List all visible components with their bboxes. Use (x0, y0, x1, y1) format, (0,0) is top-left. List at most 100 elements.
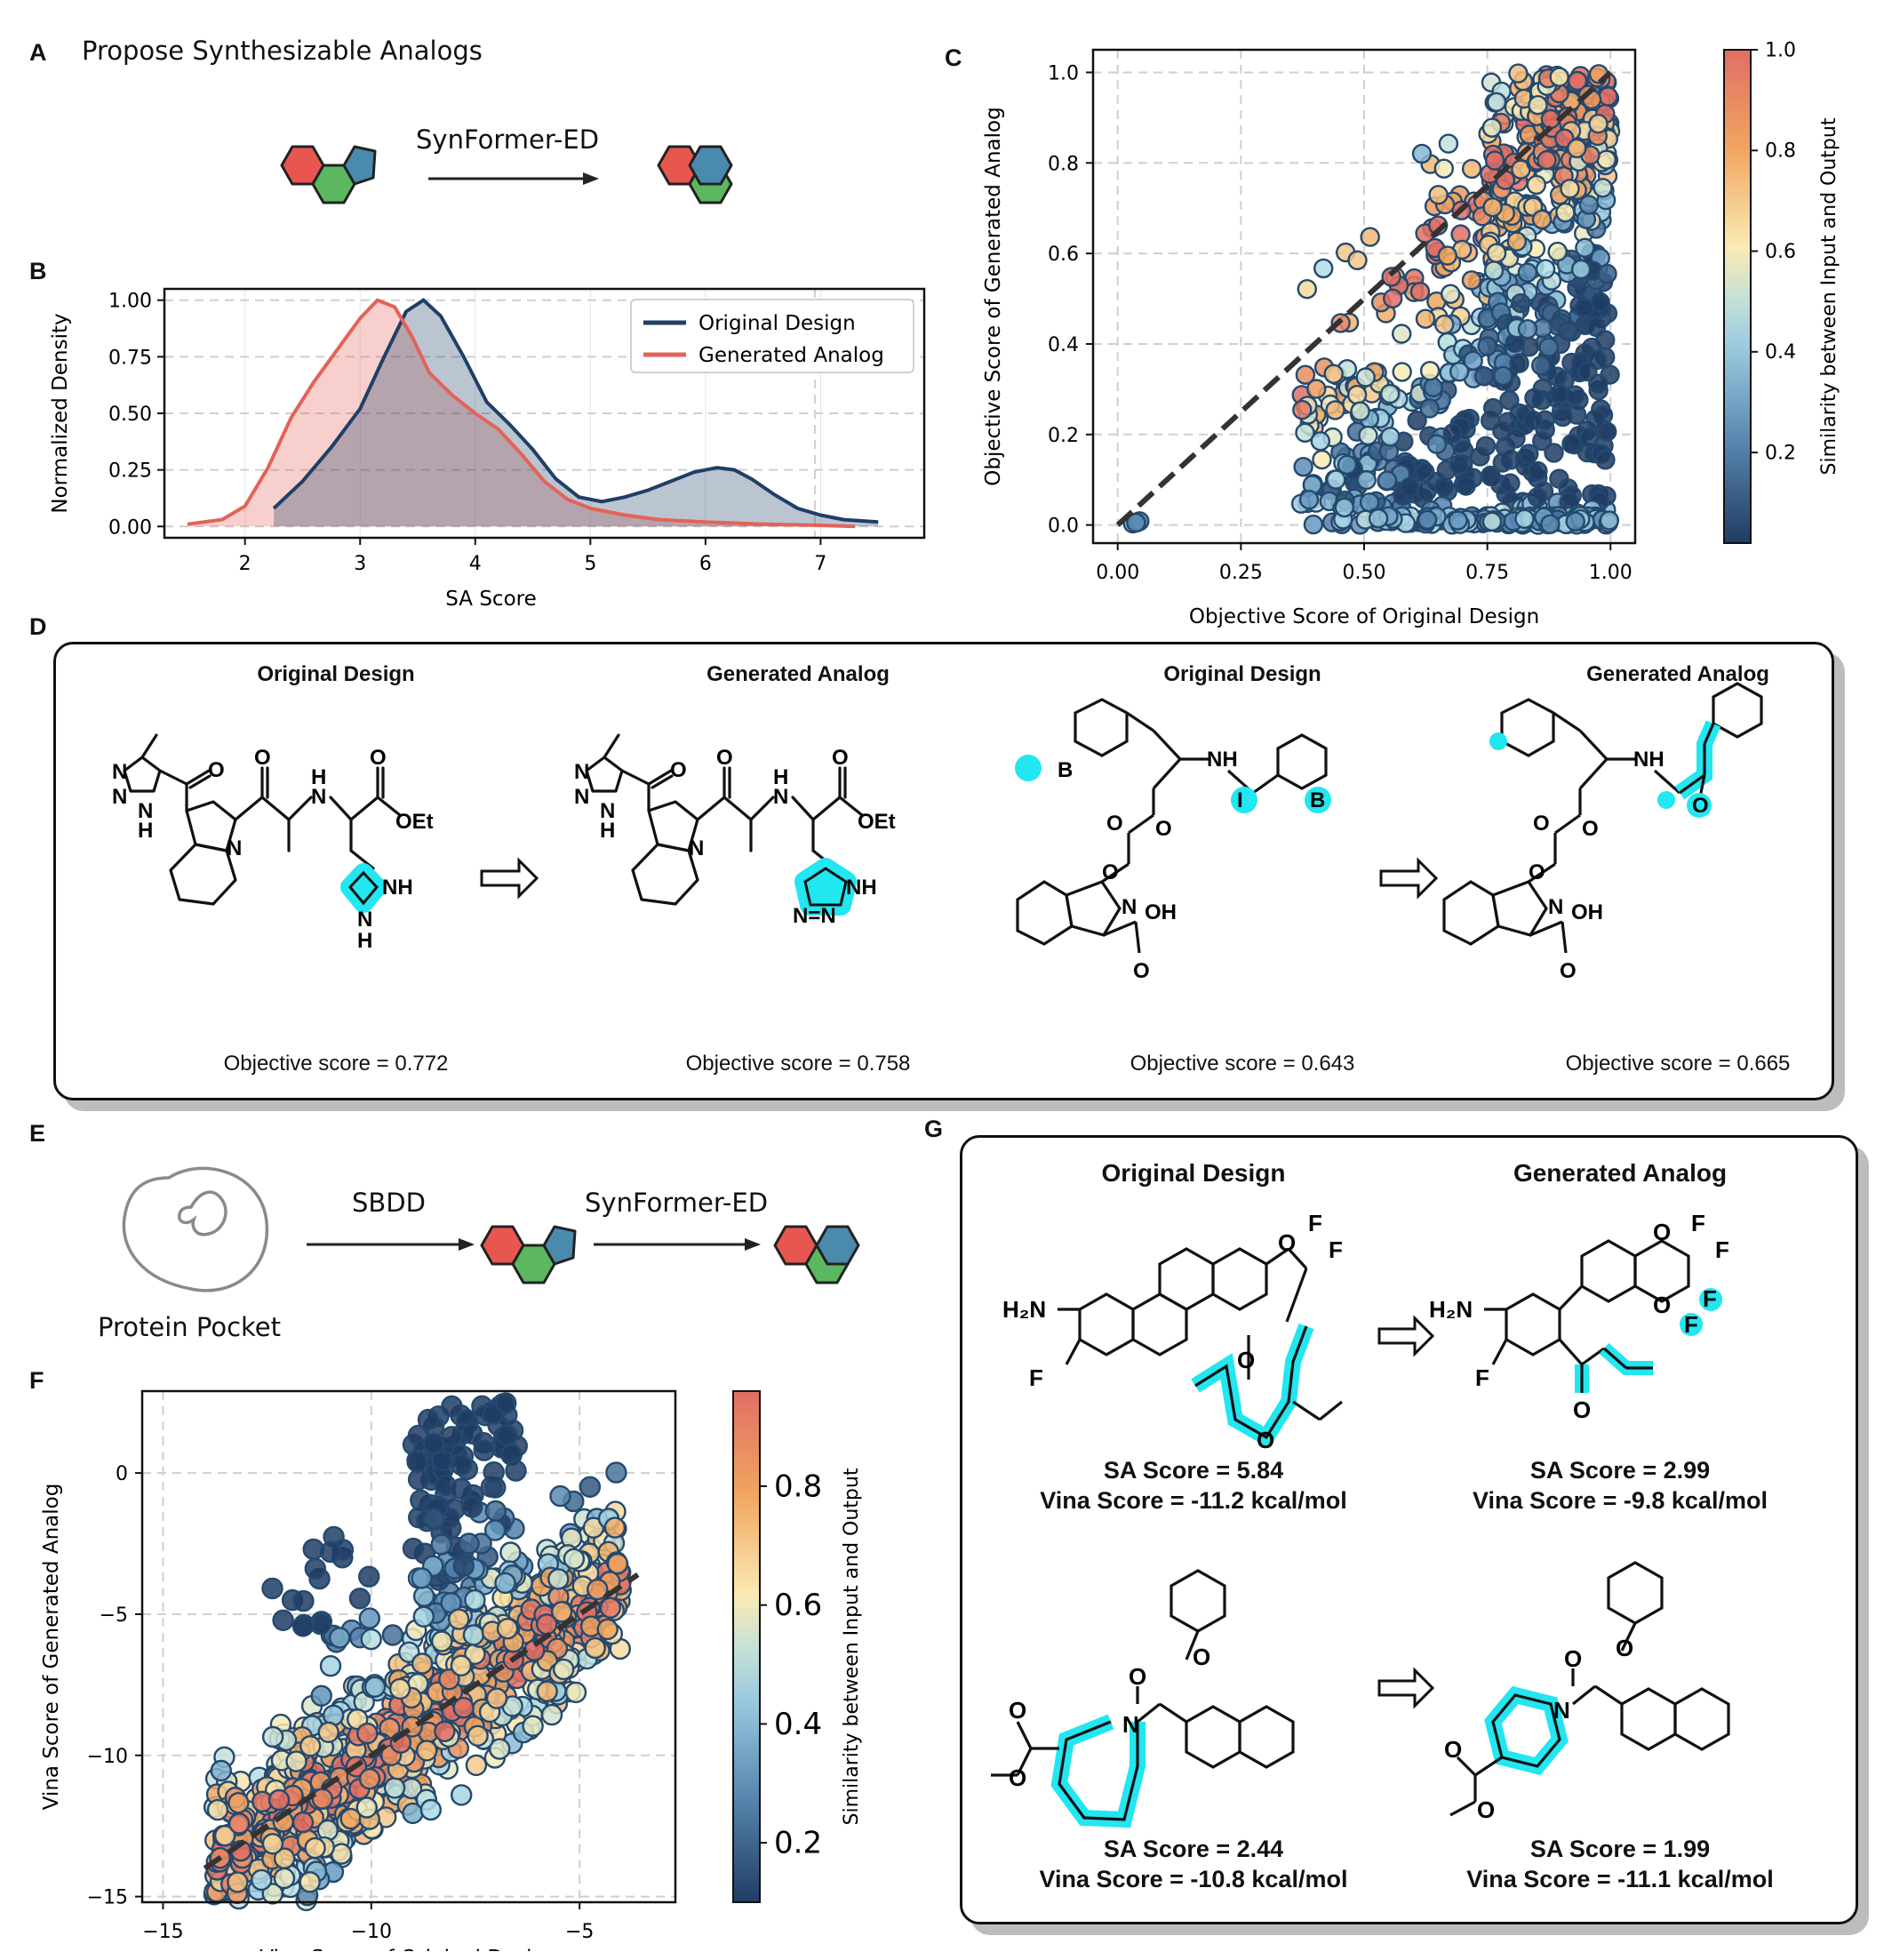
panel-a-letter: A (29, 39, 47, 66)
scatter-point (1407, 410, 1427, 431)
svg-text:F: F (1684, 1311, 1698, 1338)
panel-b-letter: B (29, 258, 47, 284)
svg-text:O: O (1129, 1663, 1146, 1690)
x-axis-label: SA Score (445, 588, 537, 611)
scatter-point (461, 1422, 483, 1445)
scatter-point (210, 1759, 233, 1782)
tricyclic-output-icon (657, 145, 733, 204)
scatter-point (1368, 508, 1389, 529)
svg-text:O: O (1193, 1644, 1210, 1670)
scatter-point (458, 1532, 480, 1555)
scatter-point (1578, 195, 1600, 215)
d-score-3: Objective score = 0.643 (1130, 1052, 1355, 1076)
y-tick-label: 0.75 (108, 347, 152, 369)
scatter-point (1561, 434, 1582, 454)
scatter-point (1547, 241, 1568, 262)
d-score-1: Objective score = 0.772 (223, 1052, 449, 1076)
y-tick-label: 1.0 (1048, 62, 1079, 84)
y-tick-label: −5 (100, 1604, 128, 1627)
scatter-point (1415, 308, 1436, 329)
svg-text:N: N (112, 760, 127, 784)
scatter-point (1323, 364, 1344, 384)
reference-line (203, 1572, 640, 1871)
d-molecule-4-labels: NH O O O O N OH O (1529, 748, 1709, 983)
scatter-point (484, 1500, 507, 1523)
density-line-0 (272, 298, 879, 524)
y-axis-label: Normalized Density (49, 313, 72, 513)
scatter-point (1350, 401, 1370, 421)
colorbar-tick-label: 0.2 (1765, 442, 1796, 464)
density-chart: 2 3 4 5 6 7 0.00 0.25 0.50 0.75 1.00 Original Desig… (49, 287, 926, 611)
scatter-points (203, 1392, 632, 1912)
scatter-point (536, 1613, 558, 1636)
scatter-point (412, 1585, 435, 1607)
d-molecule-4 (1442, 682, 1763, 954)
scatter-point (1517, 262, 1538, 283)
scatter-point (495, 1392, 517, 1414)
e-step2-label: SynFormer-ED (585, 1188, 769, 1218)
scatter-point (1483, 260, 1505, 281)
scatter-point (431, 1630, 453, 1652)
scatter-point (1597, 263, 1617, 284)
scatter-point (1547, 366, 1568, 387)
plot-frame (140, 1389, 677, 1904)
svg-text:N: N (1553, 1697, 1570, 1724)
svg-text:O: O (1009, 1764, 1026, 1791)
scatter-point (1442, 423, 1463, 444)
analog-molecule-icon (773, 1225, 860, 1284)
svg-text:O: O (1573, 1396, 1591, 1423)
scatter-point (319, 1655, 342, 1677)
scatter-point (1588, 113, 1609, 134)
d-molecule-3-labels: B NH O O I B O N OH O (1058, 748, 1325, 983)
scatter-point (360, 1628, 382, 1651)
g-molecule-original-1 (1058, 1247, 1343, 1449)
scatter-point (261, 1577, 283, 1600)
x-tick-label: 3 (354, 553, 366, 575)
d-score-4: Objective score = 0.665 (1565, 1052, 1791, 1076)
scatter-point (1448, 510, 1468, 531)
svg-text:O: O (1653, 1292, 1671, 1318)
svg-text:O: O (1533, 812, 1550, 836)
scatter-point (1596, 149, 1617, 170)
scatter-point (448, 1608, 470, 1630)
scatter-point (1537, 149, 1557, 171)
svg-text:N: N (574, 760, 589, 784)
colorbar-tick-label: 0.8 (1765, 140, 1796, 163)
scatter-point (1423, 377, 1443, 397)
svg-text:N: N (227, 836, 242, 860)
svg-text:O: O (1155, 817, 1172, 841)
sbdd-molecule-icon (480, 1225, 577, 1284)
scatter-point (1400, 476, 1420, 498)
g-header-original: Original Design (1101, 1159, 1286, 1187)
y-tick-label: 0.8 (1048, 153, 1079, 175)
colorbar-tick-label: 1.0 (1765, 39, 1796, 61)
objective-scatter-chart: 0.00 0.25 0.50 0.75 1.00 0.0 0.2 0.4 0.6 0.8 1.0 Ob… (982, 39, 1840, 628)
scatter-point (299, 1735, 322, 1757)
scatter-point (434, 1720, 456, 1742)
scatter-point (1597, 421, 1617, 442)
colorbar-tick-label: 0.8 (774, 1468, 822, 1504)
scatter-point (536, 1680, 558, 1702)
scatter-point (1493, 365, 1513, 387)
panel-g-letter: G (924, 1116, 944, 1142)
g-molecule-original-2 (991, 1569, 1295, 1828)
scatter-point (228, 1792, 250, 1814)
scatter-point (1473, 366, 1495, 387)
y-tick-label: 0.00 (108, 516, 152, 539)
panel-a-diagram (280, 145, 733, 204)
e-step1-label: SBDD (352, 1188, 426, 1218)
scatter-point (462, 1624, 485, 1646)
d-header-4: Generated Analog (1586, 662, 1769, 686)
x-tick-label: 0.00 (1096, 562, 1139, 584)
svg-text:O: O (1133, 959, 1150, 983)
scatter-point (452, 1697, 475, 1719)
scatter-point (1598, 86, 1618, 107)
scatter-point (1549, 67, 1569, 87)
x-tick-label: 4 (469, 553, 482, 575)
g-bottom-right-sa: SA Score = 1.99 (1529, 1836, 1711, 1862)
panel-d-molecules: NN NH O N O NH O OEt NH NH NN NH O N O N… (112, 682, 1763, 983)
scatter-point (1461, 158, 1482, 180)
svg-text:F: F (1715, 1236, 1729, 1263)
x-tick-label: 0.50 (1343, 562, 1386, 584)
scatter-point (489, 1738, 511, 1760)
